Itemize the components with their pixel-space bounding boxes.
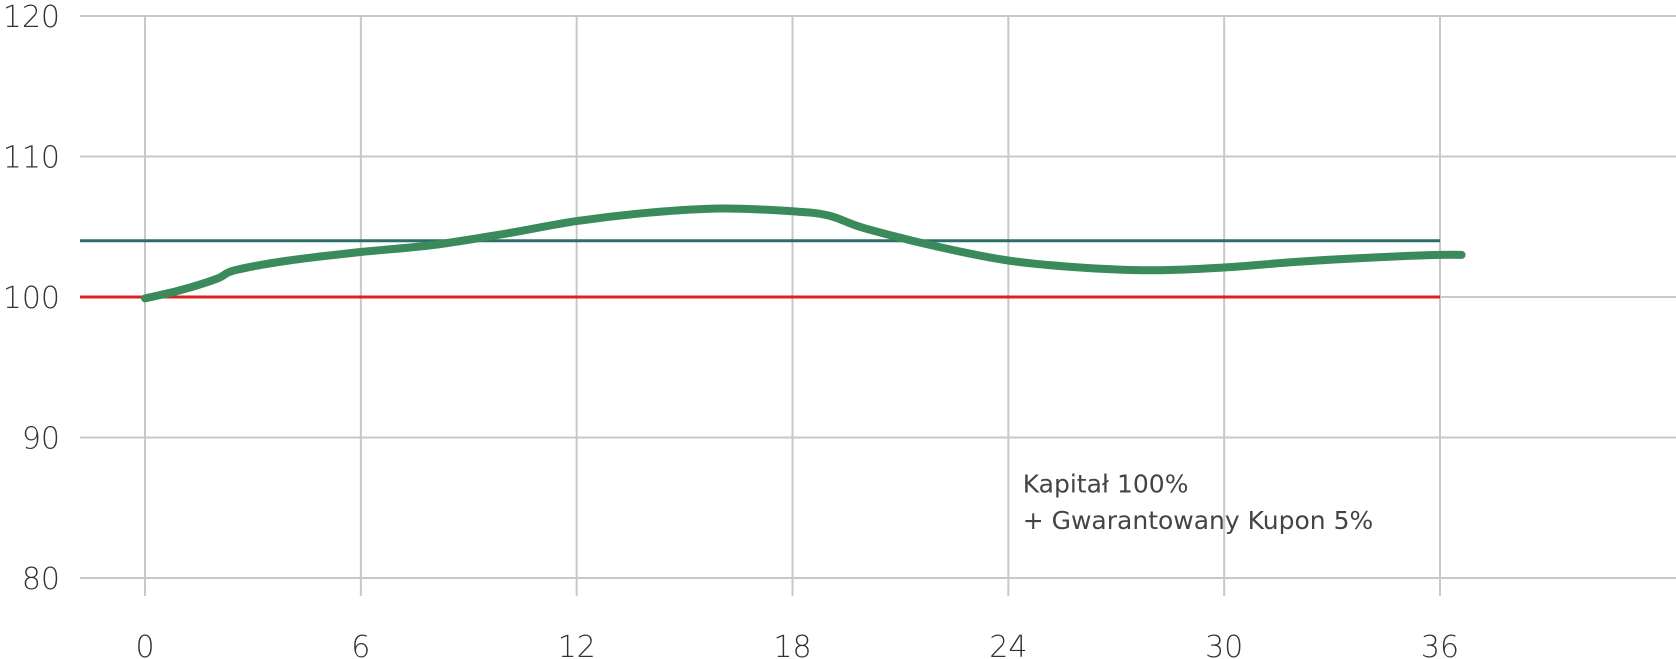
y-tick-label-90: 90: [22, 422, 60, 457]
x-tick-label-30: 30: [1205, 630, 1243, 659]
x-tick-label-12: 12: [558, 630, 596, 659]
x-tick-label-0: 0: [135, 630, 154, 659]
y-tick-label-100: 100: [3, 281, 60, 316]
y-tick-label-80: 80: [22, 562, 60, 597]
series-line-0: [141, 204, 1466, 303]
x-tick-label-6: 6: [351, 630, 370, 659]
x-tick-label-18: 18: [773, 630, 811, 659]
annotation-text-1: + Gwarantowany Kupon 5%: [1023, 506, 1374, 535]
x-tick-label-36: 36: [1421, 630, 1459, 659]
y-tick-label-110: 110: [3, 141, 60, 176]
x-tick-label-24: 24: [989, 630, 1027, 659]
annotation-text-0: Kapitał 100%: [1023, 469, 1189, 498]
y-tick-label-120: 120: [3, 0, 60, 35]
